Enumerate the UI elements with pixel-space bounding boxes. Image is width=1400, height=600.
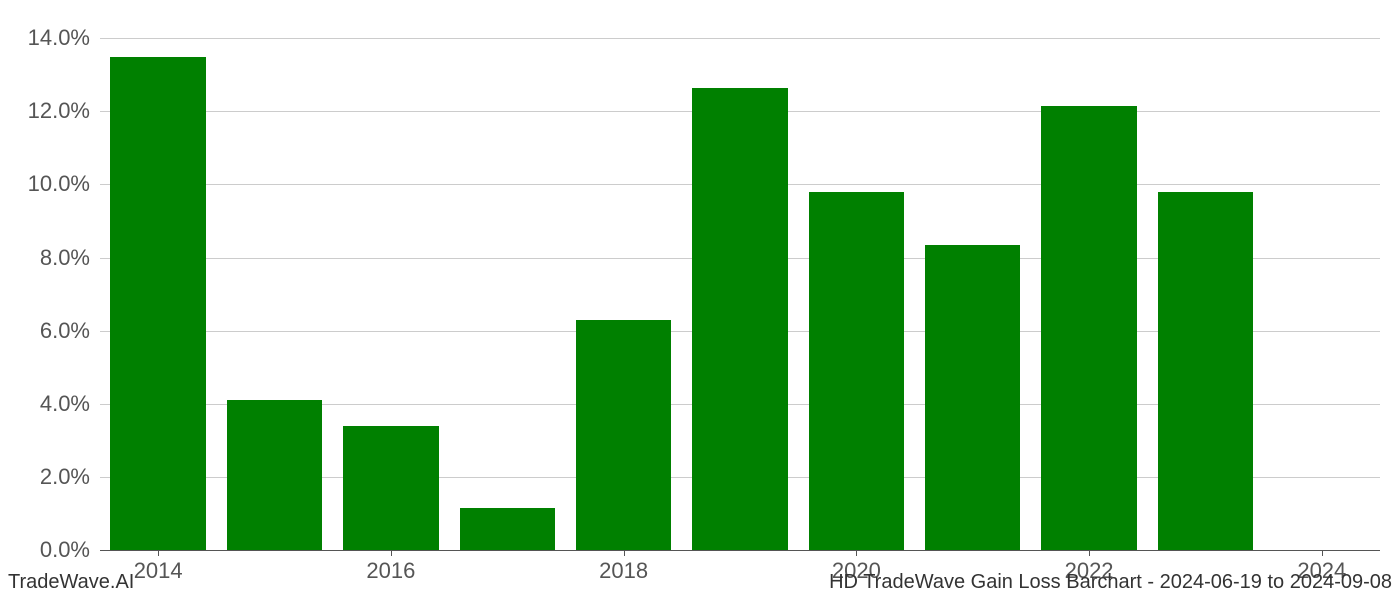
x-axis-line: [100, 550, 1380, 551]
y-tick-label: 10.0%: [28, 171, 90, 197]
bar: [925, 245, 1020, 550]
bar: [343, 426, 438, 550]
bar: [110, 57, 205, 550]
chart-container: 0.0%2.0%4.0%6.0%8.0%10.0%12.0%14.0%20142…: [100, 20, 1380, 550]
bar: [576, 320, 671, 550]
gridline: [100, 38, 1380, 39]
footer-right-text: HD TradeWave Gain Loss Barchart - 2024-0…: [829, 571, 1392, 594]
x-tick-label: 2018: [599, 558, 648, 584]
bar: [227, 400, 322, 550]
y-tick-label: 6.0%: [40, 318, 90, 344]
y-tick-label: 2.0%: [40, 464, 90, 490]
x-tick-label: 2016: [366, 558, 415, 584]
x-tick-label: 2014: [134, 558, 183, 584]
bar: [1041, 106, 1136, 550]
bar: [809, 192, 904, 550]
bar: [1158, 192, 1253, 550]
y-tick-label: 12.0%: [28, 98, 90, 124]
footer-left-text: TradeWave.AI: [8, 571, 134, 594]
plot-area: 0.0%2.0%4.0%6.0%8.0%10.0%12.0%14.0%20142…: [100, 20, 1380, 550]
y-tick-label: 14.0%: [28, 25, 90, 51]
y-tick-label: 4.0%: [40, 391, 90, 417]
y-tick-label: 0.0%: [40, 537, 90, 563]
bar: [692, 88, 787, 550]
y-tick-label: 8.0%: [40, 245, 90, 271]
bar: [460, 508, 555, 550]
